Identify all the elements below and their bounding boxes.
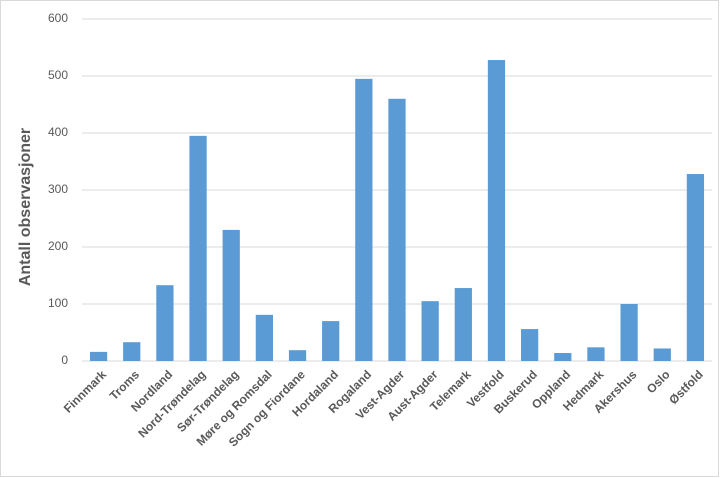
bar <box>255 314 273 361</box>
bar <box>620 304 638 361</box>
y-tick-label: 400 <box>48 125 68 139</box>
y-tick-label: 600 <box>48 11 68 25</box>
bar <box>355 78 373 361</box>
bar <box>487 60 506 361</box>
y-tick-label: 500 <box>48 68 68 82</box>
y-tick-label: 200 <box>48 239 68 253</box>
bar <box>189 135 207 361</box>
x-tick-label: Østfold <box>666 367 706 407</box>
y-axis-label: Antall observasjoner <box>17 128 34 286</box>
bar <box>454 288 472 361</box>
bar <box>89 351 108 361</box>
y-tick-label: 100 <box>48 296 68 310</box>
bar <box>156 285 174 361</box>
bar <box>388 98 406 362</box>
x-tick-label: Finnmark <box>61 367 109 415</box>
x-tick-label: Oslo <box>644 367 673 396</box>
bar <box>554 353 572 361</box>
bar <box>123 342 141 361</box>
y-tick-label: 0 <box>61 353 68 367</box>
y-tick-label: 300 <box>48 182 68 196</box>
bar <box>587 347 605 361</box>
bar <box>288 350 307 361</box>
bar <box>686 174 705 361</box>
bar <box>521 329 539 361</box>
bar <box>322 321 340 361</box>
bar <box>222 229 240 361</box>
bar <box>653 348 671 361</box>
bar <box>421 301 439 361</box>
